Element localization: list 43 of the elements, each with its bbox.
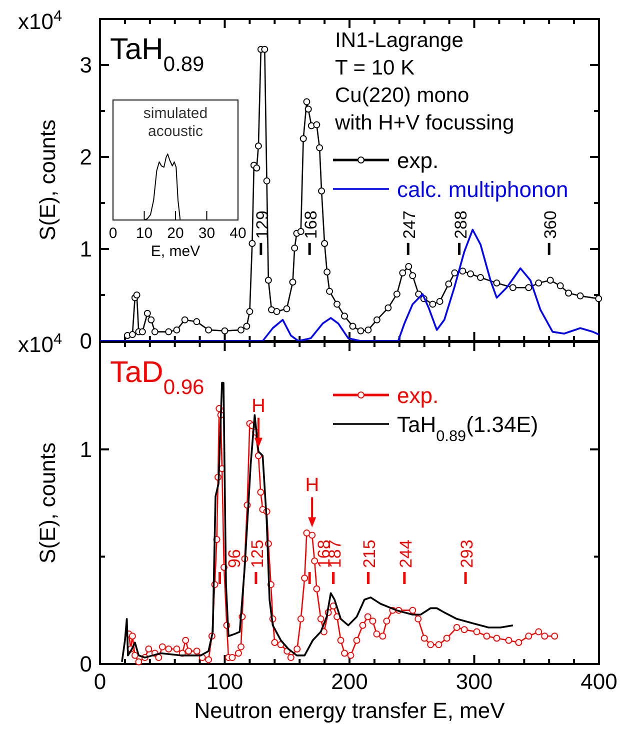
annotation: H	[305, 475, 319, 496]
chart-title: simulated acoustic	[143, 105, 208, 140]
x-axis-title: E, meV	[150, 243, 200, 260]
legend-label: exp.	[397, 383, 439, 408]
annotation: with H+V focussing	[334, 112, 514, 134]
ref-line-label: 360	[541, 210, 560, 239]
annotation: Cu(220) mono	[335, 84, 470, 107]
ref-line-label: 244	[396, 540, 416, 568]
text: TaD$_{0.96}$	[110, 356, 204, 398]
annotation: H	[252, 396, 266, 417]
ref-line-label: 293	[458, 540, 477, 568]
y-axis-title: S(E), counts	[35, 119, 60, 241]
y-tick-label: 1	[80, 236, 92, 262]
y-tick-label: 0	[80, 328, 92, 354]
x-tick-label: 300	[456, 669, 493, 694]
ref-line-label: 125	[248, 540, 267, 568]
ref-line-label: 247	[400, 210, 420, 239]
ref-line-label: 215	[360, 540, 380, 568]
text: x10$^{4}$	[18, 8, 62, 34]
y-tick-label: 2	[80, 144, 92, 170]
x-tick-label: 100	[206, 669, 244, 694]
y-tick-label: 0	[80, 652, 92, 677]
x-tick-label: 200	[331, 669, 368, 694]
y-tick-label: 1	[80, 437, 92, 462]
annotation: T = 10 K	[335, 56, 415, 80]
x-tick-label: 400	[580, 669, 618, 694]
x-tick-label: 0	[108, 225, 118, 242]
legend-label: exp.	[397, 148, 439, 173]
legend-label: TaH$_{0.89}$(1.34E)	[397, 412, 538, 444]
ref-line-label: 168	[302, 210, 321, 239]
x-tick-label: 40	[230, 225, 246, 242]
x-tick-label: 10	[136, 225, 153, 242]
x-tick-label: 30	[198, 225, 216, 242]
x-tick-label: 20	[167, 225, 184, 242]
text: TaH$_{0.89}$	[110, 33, 204, 76]
y-axis-title: S(E), counts	[35, 442, 60, 564]
ref-line-label: 96	[224, 549, 244, 568]
y-tick-label: 3	[80, 52, 92, 78]
annotation: IN1-Lagrange	[335, 29, 464, 52]
legend-label: calc. multiphonon	[397, 177, 568, 202]
text: x10$^{4}$	[18, 330, 62, 357]
x-axis-title: Neutron energy transfer E, meV	[194, 698, 506, 723]
ref-line-label: 288	[451, 210, 470, 239]
